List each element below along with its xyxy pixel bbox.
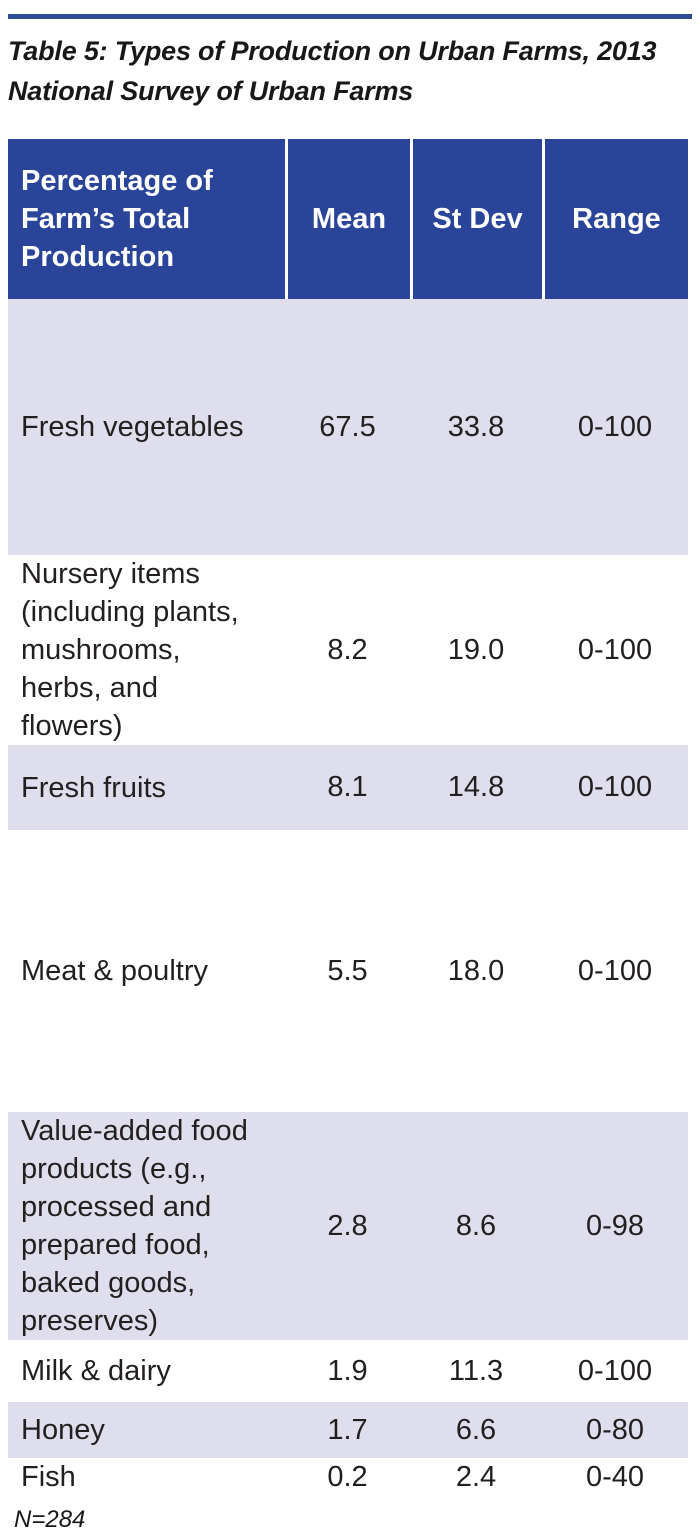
cell-range: 0-98 [585,1209,645,1242]
column-header-mean-label: Mean [311,202,387,235]
cell-st-dev: 14.8 [447,771,505,803]
cell-mean: 67.5 [319,410,376,443]
table-row-value-added-food: Value-added food products (e.g., process… [8,1112,688,1340]
cell-range: 0-100 [577,954,653,987]
cell-range: 0-40 [585,1460,645,1493]
cell-st-dev: 2.4 [455,1460,497,1493]
table-row-meat-poultry: Meat & poultry 5.5 18.0 0-100 [8,830,688,1112]
column-header-production: Percentage of Farm’s Total Production [8,139,285,299]
cell-label: Fresh vegetables [21,411,244,443]
cell-range: 0-80 [585,1413,645,1446]
cell-label: Fresh fruits [21,771,167,804]
cell-mean: 1.7 [327,1413,368,1446]
cell-label: Honey [21,1414,105,1446]
cell-label: Fish [21,1461,76,1493]
cell-st-dev: 33.8 [447,410,505,443]
cell-label: Value-added food products (e.g., process… [21,1115,248,1337]
cell-st-dev: 11.3 [448,1354,504,1387]
cell-range: 0-100 [577,410,653,443]
cell-st-dev: 6.6 [455,1413,497,1446]
cell-st-dev: 19.0 [447,633,505,666]
table-row-nursery-items: Nursery items (including plants, mushroo… [8,555,688,745]
table-title: Table 5: Types of Production on Urban Fa… [8,36,657,106]
top-rule-divider [8,14,692,19]
cell-label: Meat & poultry [21,955,208,987]
table-row-fresh-fruits: Fresh fruits 8.1 14.8 0-100 [8,745,688,830]
cell-st-dev: 8.6 [455,1209,497,1242]
cell-mean: 2.8 [327,1209,368,1242]
column-header-range: Range [542,139,688,299]
table-header-row: Percentage of Farm’s Total Production Me… [8,139,688,299]
production-table: Percentage of Farm’s Total Production Me… [8,139,688,1496]
sample-size-note: N=284 [14,1506,86,1533]
cell-mean: 5.5 [327,954,368,987]
cell-mean: 0.2 [327,1460,368,1493]
column-header-production-label: Percentage of Farm’s Total Production [21,165,213,273]
cell-range: 0-100 [577,633,653,666]
cell-mean: 1.9 [327,1354,368,1387]
cell-range: 0-100 [577,771,653,803]
column-header-range-label: Range [572,202,661,235]
column-header-st-dev: St Dev [410,139,542,299]
table-row-fresh-vegetables: Fresh vegetables 67.5 33.8 0-100 [8,299,688,555]
column-header-st-dev-label: St Dev [432,202,523,235]
table-row-honey: Honey 1.7 6.6 0-80 [8,1402,688,1458]
column-header-mean: Mean [285,139,410,299]
cell-st-dev: 18.0 [447,954,505,987]
cell-range: 0-100 [577,1354,653,1387]
cell-mean: 8.2 [327,633,368,666]
table-row-fish: Fish 0.2 2.4 0-40 [8,1458,688,1496]
cell-mean: 8.1 [327,771,368,803]
cell-label: Nursery items (including plants, mushroo… [21,558,239,742]
cell-label: Milk & dairy [21,1355,171,1387]
table-row-milk-dairy: Milk & dairy 1.9 11.3 0-100 [8,1340,688,1402]
